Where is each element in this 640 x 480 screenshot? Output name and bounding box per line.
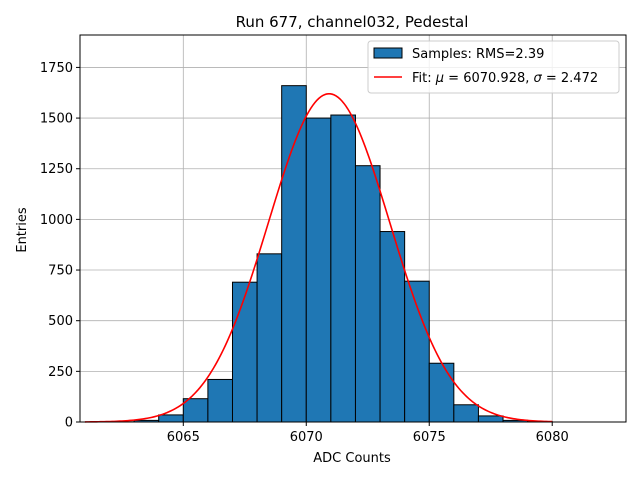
- histogram-bar: [256, 253, 283, 423]
- y-tick-label: 750: [48, 264, 73, 279]
- chart-title: Run 677, channel032, Pedestal: [236, 13, 469, 31]
- y-axis-label: Entries: [15, 207, 30, 253]
- y-tick-label: 500: [48, 314, 73, 329]
- legend-histogram-label: Samples: RMS=2.39: [412, 47, 544, 62]
- histogram-bar: [231, 281, 258, 423]
- x-tick-label: 6070: [290, 430, 323, 445]
- y-tick-label: 0: [65, 416, 73, 431]
- histogram-bar: [453, 404, 479, 423]
- x-axis-ticks: 6065 6070 6075 6080: [167, 422, 569, 445]
- y-tick-label: 250: [48, 365, 73, 380]
- histogram-bars: [109, 85, 553, 423]
- y-axis-ticks: 0 250 500 750 1000 1250 1500 1750: [40, 61, 80, 431]
- histogram-bar: [305, 117, 332, 423]
- histogram-bar: [207, 378, 233, 423]
- histogram-bar: [158, 414, 184, 423]
- histogram-bar: [330, 114, 356, 423]
- y-tick-label: 1000: [40, 213, 73, 228]
- y-tick-label: 1250: [40, 162, 73, 177]
- histogram-bar: [404, 280, 430, 423]
- histogram-bar: [477, 415, 504, 423]
- y-tick-label: 1500: [40, 112, 73, 127]
- x-axis-label: ADC Counts: [313, 451, 391, 466]
- histogram-bar: [182, 398, 209, 423]
- x-tick-label: 6065: [167, 430, 200, 445]
- x-tick-label: 6080: [536, 430, 569, 445]
- histogram-bar: [379, 231, 406, 423]
- plot-frame: [79, 34, 627, 423]
- histogram-bar: [281, 85, 307, 423]
- legend-box: [367, 40, 620, 94]
- legend-histogram-swatch: [373, 47, 403, 59]
- legend-fit-label: Fit: μ = 6070.928, σ = 2.472: [412, 71, 598, 86]
- y-tick-label: 1750: [40, 61, 73, 76]
- x-tick-label: 6075: [413, 430, 446, 445]
- fit-curve: [84, 92, 553, 423]
- legend: Samples: RMS=2.39 Fit: μ = 6070.928, σ =…: [367, 40, 620, 94]
- histogram-bar: [354, 165, 381, 423]
- histogram-bar: [428, 362, 455, 423]
